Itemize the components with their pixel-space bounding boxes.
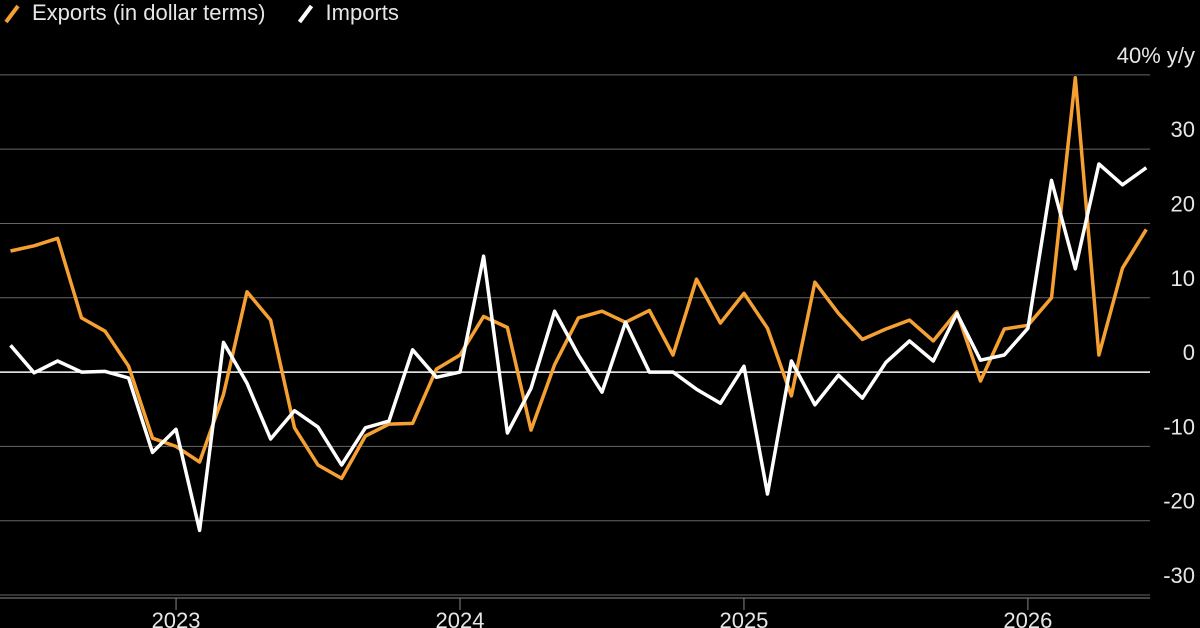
y-tick-label: 10: [1171, 266, 1195, 291]
legend-swatch: [297, 4, 314, 24]
x-tick-label: 2024: [436, 608, 485, 628]
x-tick-label: 2023: [152, 608, 201, 628]
y-tick-label: 40% y/y: [1117, 43, 1195, 68]
legend-label: Imports: [326, 0, 399, 25]
y-tick-label: -20: [1163, 489, 1195, 514]
x-tick-label: 2025: [719, 608, 768, 628]
y-tick-label: -30: [1163, 563, 1195, 588]
series-line: [10, 76, 1148, 481]
x-tick-label: 2026: [1003, 608, 1052, 628]
legend-label: Exports (in dollar terms): [32, 0, 266, 25]
y-tick-label: 20: [1171, 191, 1195, 216]
series-line: [9, 162, 1148, 533]
y-tick-label: 0: [1183, 340, 1195, 365]
legend-swatch: [4, 4, 20, 24]
y-tick-label: 30: [1171, 117, 1195, 142]
y-tick-label: -10: [1163, 414, 1195, 439]
